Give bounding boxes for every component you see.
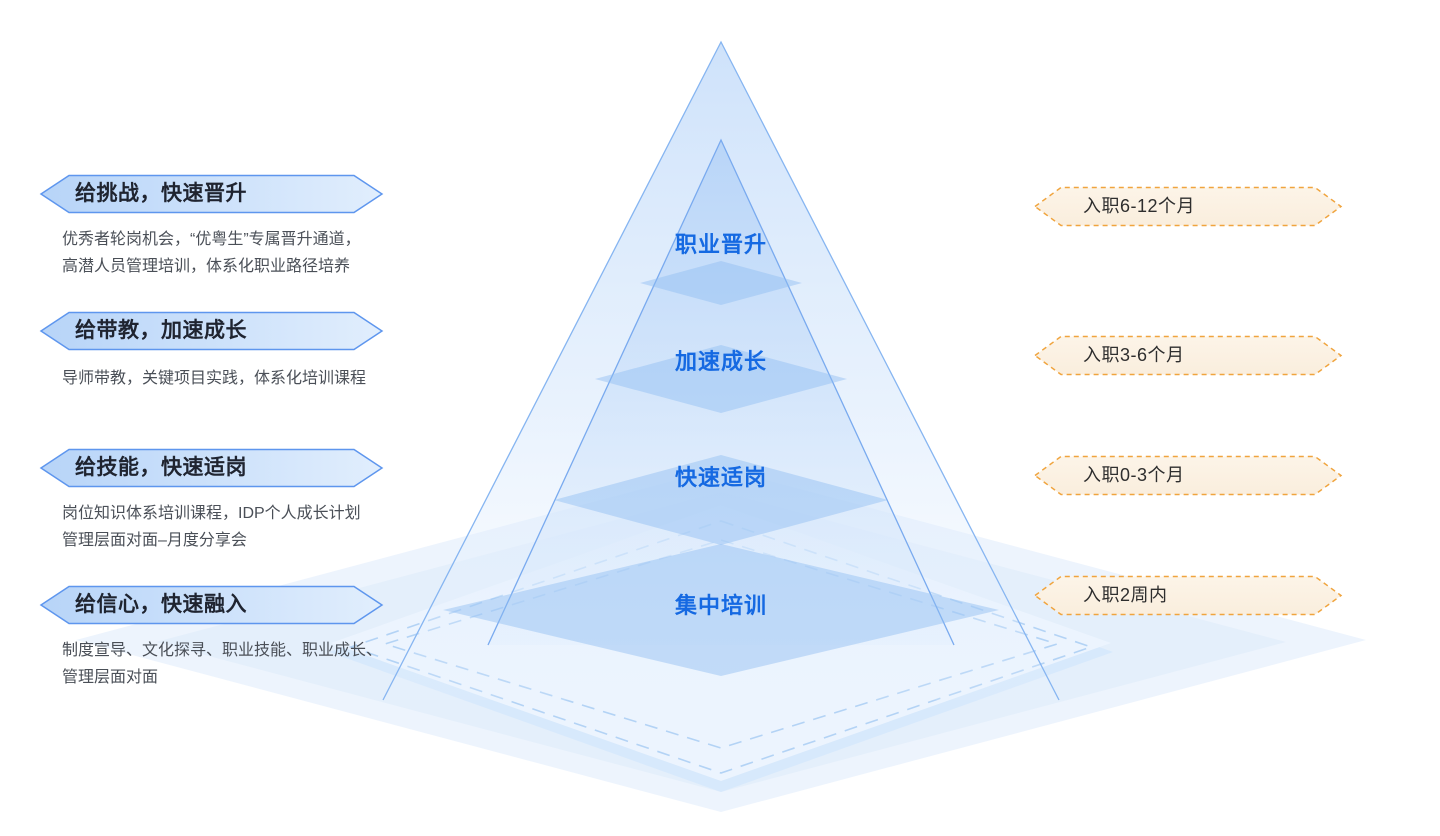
level-diamond-4 [443,544,999,676]
feature-banner-challenge: 给挑战，快速晋升 [39,174,384,214]
pyramid-inner-face [488,140,954,645]
feature-desc-challenge: 优秀者轮岗机会，“优粤生”专属晋升通道， 高潜人员管理培训，体系化职业路径培养 [62,226,422,280]
desc-line: 导师带教，关键项目实践，体系化培训课程 [62,370,367,387]
feature-banner-skills: 给技能，快速适岗 [39,448,384,488]
feature-banner-title: 给信心，快速融入 [75,593,247,616]
pyramid-inner-edge [487,138,955,646]
desc-line: 高潜人员管理培训，体系化职业路径培养 [62,258,351,275]
timeline-banner-3-6-months: 入职3-6个月 [1033,335,1343,376]
hexagon-dashed-banner-shape [1033,455,1343,496]
feature-banner-confidence: 给信心，快速融入 [39,585,384,625]
feature-desc-confidence: 制度宣导、文化探寻、职业技能、职业成长、 管理层面对面 [62,637,422,691]
timeline-banner-label: 入职6-12个月 [1083,196,1196,216]
feature-banner-title: 给带教，加速成长 [75,319,247,342]
pyramid-level-label-2: 加速成长 [674,349,767,374]
timeline-banner-2-weeks: 入职2周内 [1033,575,1343,616]
desc-line: 管理层面对面 [62,669,159,686]
hexagon-dashed-banner-shape [1033,335,1343,376]
hexagon-banner-shape [39,585,384,625]
pyramid-level-label-4: 集中培训 [674,593,767,618]
feature-banner-title: 给技能，快速适岗 [75,456,247,479]
hexagon-dashed-banner-shape [1033,186,1343,227]
level-diamond-2 [595,345,847,413]
desc-line: 优秀者轮岗机会，“优粤生”专属晋升通道， [62,231,361,248]
level-diamond-1 [640,261,802,305]
hexagon-dashed-banner-shape [1033,575,1343,616]
pyramid-outer-edge [382,40,1060,701]
feature-banner-title: 给挑战，快速晋升 [75,182,247,205]
timeline-banner-6-12-months: 入职6-12个月 [1033,186,1343,227]
desc-line: 岗位知识体系培训课程，IDP个人成长计划 [62,505,361,522]
level-diamond-3 [554,455,888,545]
feature-desc-mentoring: 导师带教，关键项目实践，体系化培训课程 [62,365,422,392]
timeline-banner-label: 入职3-6个月 [1083,345,1185,365]
desc-line: 管理层面对面–月度分享会 [62,532,247,549]
hexagon-banner-shape [39,448,384,488]
desc-line: 制度宣导、文化探寻、职业技能、职业成长、 [62,642,383,659]
timeline-banner-label: 入职0-3个月 [1083,465,1185,485]
timeline-banner-label: 入职2周内 [1083,585,1168,605]
hexagon-banner-shape [39,174,384,214]
hexagon-banner-shape [39,311,384,351]
feature-banner-mentoring: 给带教，加速成长 [39,311,384,351]
pyramid-level-label-1: 职业晋升 [674,232,767,257]
feature-desc-skills: 岗位知识体系培训课程，IDP个人成长计划 管理层面对面–月度分享会 [62,500,422,554]
pyramid-level-label-3: 快速适岗 [674,465,767,490]
timeline-banner-0-3-months: 入职0-3个月 [1033,455,1343,496]
